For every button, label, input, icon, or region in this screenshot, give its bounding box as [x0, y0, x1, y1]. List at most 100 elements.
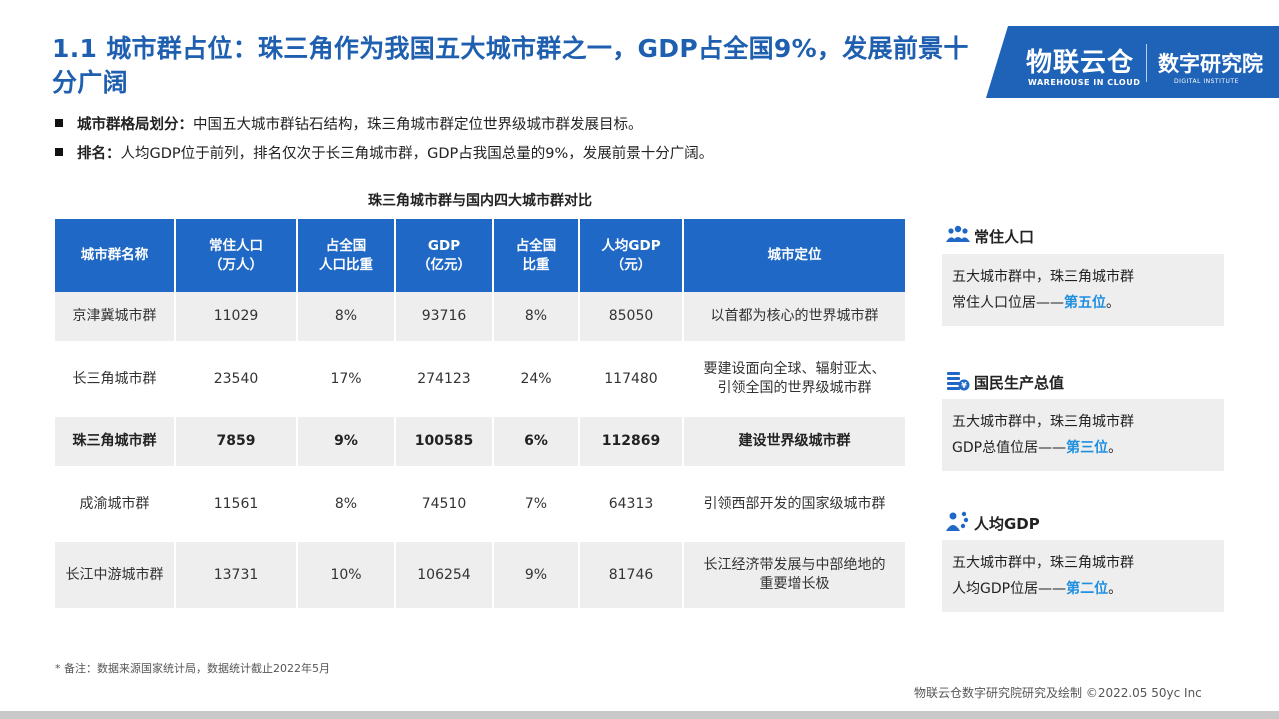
table-header-cell: 城市群名称	[55, 219, 176, 292]
side-heading-text: 常住人口	[974, 228, 1035, 246]
credit-line: 物联云仓数字研究院研究及绘制 ©2022.05 50yc Inc	[914, 686, 1202, 700]
bottom-bar	[0, 711, 1279, 719]
table-header-cell: 城市定位	[683, 219, 905, 292]
table-cell-pop-share: 9%	[297, 417, 396, 466]
side-box-prefix: 常住人口位居——	[952, 295, 1064, 311]
table-cell-gdp-share: 8%	[493, 292, 580, 341]
table-row: 珠三角城市群 7859 9% 100585 6% 112869 建设世界级城市群	[55, 417, 905, 466]
header-line: （元）	[610, 256, 652, 273]
position-line: 引领西部开发的国家级城市群	[703, 495, 886, 512]
table-cell-position: 以首都为核心的世界城市群	[683, 292, 905, 341]
table-cell-position: 引领西部开发的国家级城市群	[683, 469, 905, 539]
table-header-cell: 占全国 人口比重	[297, 219, 396, 292]
header-line: 占全国	[325, 237, 367, 254]
table-body: 京津冀城市群 11029 8% 93716 8% 85050 以首都为核心的世界城市群 长三角…	[55, 292, 905, 608]
side-heading-gdp: ¥ 国民生产总值	[946, 369, 1064, 393]
table-cell-pop: 11561	[175, 469, 298, 539]
position-line: 引领全国的世界级城市群	[717, 380, 872, 396]
position-line: 要建设面向全球、辐射亚太、	[703, 361, 886, 377]
coins-money-icon: ¥	[946, 369, 974, 398]
bullet-square-icon	[55, 119, 63, 127]
table-cell-gdp: 93716	[395, 292, 494, 341]
row-spacer	[55, 466, 905, 469]
bullet-text: 人均GDP位于前列，排名仅次于长三角城市群，GDP占我国总量的9%，发展前景十分…	[120, 146, 714, 162]
row-spacer-cell	[55, 466, 905, 469]
table-cell-gdp: 274123	[395, 344, 494, 414]
table-cell-name: 长三角城市群	[55, 344, 176, 414]
logo-institute-text: 数字研究院	[1158, 52, 1263, 76]
table-cell-per-capita: 64313	[579, 469, 684, 539]
side-box-population: 五大城市群中，珠三角城市群 常住人口位居——第五位。	[942, 254, 1224, 326]
rank-highlight: 第五位	[1064, 295, 1106, 311]
header-line: 城市定位	[767, 247, 822, 263]
bullet-item: 排名：人均GDP位于前列，排名仅次于长三角城市群，GDP占我国总量的9%，发展前…	[55, 143, 713, 172]
position-line: 重要增长极	[759, 576, 830, 592]
bullet-square-icon	[55, 148, 63, 156]
table-row: 长三角城市群 23540 17% 274123 24% 117480 要建设面向全球、辐射亚…	[55, 344, 905, 414]
row-spacer-cell	[55, 414, 905, 417]
logo-institute-sub: DIGITAL INSTITUTE	[1174, 78, 1239, 85]
table-cell-pop-share: 8%	[297, 292, 396, 341]
table-header-row: 城市群名称 常住人口 （万人） 占全国 人口比重 GDP （亿元） 占全国 比重 人均GDP （元）…	[55, 219, 905, 292]
logo-divider	[1146, 44, 1147, 82]
table-cell-gdp: 106254	[395, 542, 494, 608]
side-box-prefix: GDP总值位居——	[952, 440, 1067, 456]
table-cell-pop: 23540	[175, 344, 298, 414]
table-row: 成渝城市群 11561 8% 74510 7% 64313 引领西部开发的国家级城市群	[55, 469, 905, 539]
person-growth-icon	[946, 510, 974, 539]
header-line: 城市群名称	[80, 247, 149, 263]
position-line: 建设世界级城市群	[738, 433, 851, 449]
row-spacer	[55, 539, 905, 542]
brand-logo: 物联云仓 WAREHOUSE IN CLOUD 数字研究院 DIGITAL IN…	[986, 26, 1279, 98]
header-line: （亿元）	[417, 256, 471, 273]
table-cell-pop-share: 17%	[297, 344, 396, 414]
side-box-gdp: 五大城市群中，珠三角城市群 GDP总值位居——第三位。	[942, 399, 1224, 471]
table-cell-name: 珠三角城市群	[55, 417, 176, 466]
bullet-label: 城市群格局划分：	[77, 117, 193, 133]
table-cell-pop: 7859	[175, 417, 298, 466]
side-box-per-capita: 五大城市群中，珠三角城市群 人均GDP位居——第二位。	[942, 540, 1224, 612]
rank-highlight: 第三位	[1066, 440, 1109, 456]
table-cell-gdp-share: 6%	[493, 417, 580, 466]
side-box-suffix: 。	[1106, 295, 1120, 311]
table-row: 长江中游城市群 13731 10% 106254 9% 81746 长江经济带发展与中部绝地…	[55, 542, 905, 608]
table-title: 珠三角城市群与国内四大城市群对比	[368, 193, 592, 209]
svg-text:¥: ¥	[961, 381, 967, 390]
header-line: 人均GDP	[601, 237, 661, 254]
table-cell-position: 要建设面向全球、辐射亚太、 引领全国的世界级城市群	[683, 344, 905, 414]
logo-main-text: 物联云仓	[1026, 48, 1135, 78]
table-cell-name: 京津冀城市群	[55, 292, 176, 341]
table-header-cell: 人均GDP （元）	[579, 219, 684, 292]
bullet-label: 排名：	[77, 146, 121, 162]
page-title: 1.1 城市群占位：珠三角作为我国五大城市群之一，GDP占全国9%，发展前景十分…	[52, 34, 969, 97]
people-group-icon	[946, 224, 974, 251]
header-line: 人口比重	[319, 256, 373, 273]
logo-sub-text: WAREHOUSE IN CLOUD	[1028, 78, 1141, 87]
side-box-prefix: 人均GDP位居——	[952, 581, 1067, 597]
side-box-line: 五大城市群中，珠三角城市群	[952, 269, 1134, 285]
header-line: GDP	[427, 237, 461, 254]
bullet-list: 城市群格局划分：中国五大城市群钻石结构，珠三角城市群定位世界级城市群发展目标。 …	[55, 114, 713, 172]
table-cell-per-capita: 81746	[579, 542, 684, 608]
side-heading-text: 国民生产总值	[974, 374, 1065, 392]
header-line: 常住人口	[209, 237, 263, 254]
comparison-table: 城市群名称 常住人口 （万人） 占全国 人口比重 GDP （亿元） 占全国 比重 人均GDP （元）…	[55, 219, 905, 608]
table-cell-pop-share: 10%	[297, 542, 396, 608]
row-spacer-cell	[55, 539, 905, 542]
table-cell-pop: 13731	[175, 542, 298, 608]
table-cell-gdp-share: 9%	[493, 542, 580, 608]
side-heading-population: 常住人口	[946, 224, 1034, 248]
rank-highlight: 第二位	[1066, 581, 1109, 597]
table-cell-position: 长江经济带发展与中部绝地的 重要增长极	[683, 542, 905, 608]
side-box-line: GDP总值位居——第三位。	[952, 435, 1134, 461]
side-heading-per-capita: 人均GDP	[946, 510, 1040, 534]
table-cell-gdp-share: 7%	[493, 469, 580, 539]
table-cell-name: 成渝城市群	[55, 469, 176, 539]
side-box-line: 五大城市群中，珠三角城市群	[952, 555, 1134, 571]
table-cell-pop: 11029	[175, 292, 298, 341]
position-line: 以首都为核心的世界城市群	[710, 308, 879, 324]
table-header-cell: 常住人口 （万人）	[175, 219, 298, 292]
bullet-text: 中国五大城市群钻石结构，珠三角城市群定位世界级城市群发展目标。	[193, 117, 643, 133]
side-box-line: 常住人口位居——第五位。	[952, 290, 1134, 316]
table-cell-pop-share: 8%	[297, 469, 396, 539]
